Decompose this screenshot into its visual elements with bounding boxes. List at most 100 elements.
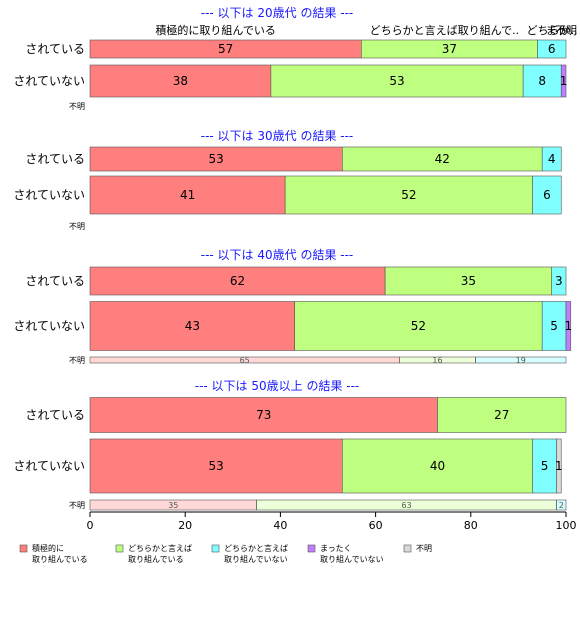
row-label: 不明 — [69, 222, 85, 231]
row-label: 不明 — [69, 501, 85, 510]
bar-segment — [541, 146, 562, 172]
data-label: 52 — [401, 188, 416, 202]
data-label: 6 — [543, 188, 551, 202]
x-tick-label: 20 — [178, 519, 192, 532]
row-label: されていない — [13, 319, 85, 333]
data-label: 1 — [565, 319, 573, 333]
header-label: どちらか.. — [527, 24, 578, 37]
legend-label-line1: どちらかと言えば — [224, 543, 288, 553]
row-label: されていない — [13, 74, 85, 88]
row-label: されている — [25, 408, 85, 422]
legend-label-line2: 取り組んでいない — [320, 554, 384, 564]
data-label: 41 — [180, 188, 195, 202]
x-tick-label: 0 — [87, 519, 94, 532]
bar-segment — [284, 175, 533, 215]
bar-segment — [89, 438, 343, 494]
data-label: 4 — [548, 152, 556, 166]
legend-label-line2: 取り組んでいない — [224, 554, 288, 564]
header-labels: 積極的に取り組んでいる どちらかと言えば取り組んで.. どちらか..まっ..不明 — [155, 23, 577, 37]
legend-item: 積極的に取り組んでいる — [19, 543, 88, 564]
data-label: 62 — [230, 274, 245, 288]
panel-title: --- 以下は 40歳代 の結果 --- — [201, 248, 354, 262]
data-label: 35 — [168, 501, 178, 510]
bar-segment — [556, 438, 562, 494]
data-label: 27 — [494, 408, 509, 422]
x-tick-label: 80 — [464, 519, 478, 532]
data-label: 53 — [208, 459, 223, 473]
data-label: 40 — [430, 459, 445, 473]
header-label: 積極的に取り組んでいる — [155, 23, 275, 37]
bar-segment — [437, 397, 567, 433]
legend-label-line2: 取り組んでいる — [128, 554, 184, 564]
data-label: 8 — [538, 74, 546, 88]
row-label: 不明 — [69, 356, 85, 365]
data-label: 38 — [173, 74, 188, 88]
panel: --- 以下は 20歳代 の結果 --- されている 57 37 6 されていない 38 53… — [13, 6, 567, 111]
data-label: 73 — [256, 408, 271, 422]
x-tick-label: 100 — [556, 519, 577, 532]
bar-segment — [89, 175, 286, 215]
legend-swatch — [307, 544, 316, 553]
legend-label-line2: 取り組んでいる — [32, 554, 88, 564]
bar-segment — [384, 266, 553, 296]
legend-label-line1: 積極的に — [32, 543, 64, 553]
legend-swatch — [19, 544, 28, 553]
bar-segment — [89, 397, 438, 433]
bar-segment — [341, 438, 533, 494]
row-label: 不明 — [69, 102, 85, 111]
bar-segment — [89, 301, 295, 351]
bar-segment — [475, 356, 567, 364]
data-label: 5 — [541, 459, 549, 473]
legend-swatch — [403, 544, 412, 553]
panel-title: --- 以下は 20歳代 の結果 --- — [201, 6, 354, 20]
x-tick-label: 60 — [369, 519, 383, 532]
data-label: 5 — [550, 319, 558, 333]
data-label: 43 — [185, 319, 200, 333]
panel: --- 以下は 30歳代 の結果 --- されている 53 42 4 されていない 41 52… — [13, 129, 562, 231]
bar-segment — [551, 266, 567, 296]
legend-label-line1: まったく — [320, 544, 352, 553]
data-label: 65 — [240, 356, 250, 365]
data-label: 1 — [560, 74, 568, 88]
data-label: 63 — [401, 501, 411, 510]
bar-segment — [270, 64, 524, 98]
legend-label-line1: 不明 — [416, 544, 432, 553]
bar-segment — [556, 499, 567, 511]
data-label: 57 — [218, 42, 233, 56]
row-label: されていない — [13, 459, 85, 473]
row-label: されている — [25, 274, 85, 288]
header-label: 不明 — [555, 24, 577, 37]
panel-title: --- 以下は 50歳以上 の結果 --- — [195, 379, 360, 393]
legend-label-line1: どちらかと言えば — [128, 543, 192, 553]
data-label: 2 — [559, 501, 564, 510]
data-label: 3 — [555, 274, 563, 288]
bar-segment — [89, 266, 386, 296]
bar-segment — [537, 39, 567, 59]
data-label: 53 — [208, 152, 223, 166]
panel-title: --- 以下は 30歳代 の結果 --- — [201, 129, 354, 143]
header-label: まっ.. — [546, 24, 575, 37]
chart-panels: 積極的に取り組んでいる どちらかと言えば取り組んで.. どちらか..まっ..不明--… — [13, 6, 578, 511]
legend-swatch — [115, 544, 124, 553]
bar-segment — [341, 146, 543, 172]
row-label: されている — [25, 152, 85, 166]
legend-item: 不明 — [403, 544, 432, 553]
data-label: 53 — [389, 74, 404, 88]
legend: 積極的に取り組んでいるどちらかと言えば取り組んでいるどちらかと言えば取り組んでい… — [19, 543, 432, 564]
data-label: 1 — [555, 459, 563, 473]
panel: --- 以下は 40歳代 の結果 --- されている 62 35 3 されていない 43 52… — [13, 248, 572, 365]
x-tick-label: 40 — [273, 519, 287, 532]
x-axis: 0 20 40 60 80 100 — [87, 511, 577, 532]
data-label: 42 — [435, 152, 450, 166]
data-label: 6 — [548, 42, 556, 56]
row-label: されていない — [13, 188, 85, 202]
bar-segment — [532, 175, 562, 215]
panel: --- 以下は 50歳以上 の結果 --- されている 73 27 されていない 53 40… — [13, 379, 567, 511]
data-label: 19 — [516, 356, 526, 365]
row-label: されている — [25, 42, 85, 56]
header-label: どちらかと言えば取り組んで.. — [370, 24, 519, 37]
data-label: 52 — [411, 319, 426, 333]
